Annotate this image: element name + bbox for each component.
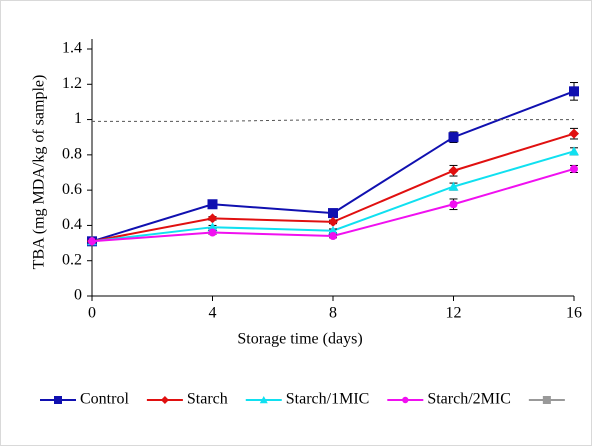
marker (207, 222, 218, 232)
x-tick-label: 16 (566, 305, 582, 322)
marker (207, 213, 218, 224)
marker (328, 225, 338, 235)
marker (328, 216, 338, 227)
legend-marker (160, 396, 169, 404)
x-tick-label: 0 (88, 305, 96, 322)
marker (569, 86, 579, 97)
legend-marker (54, 396, 62, 404)
marker (448, 181, 459, 191)
marker (328, 208, 338, 219)
marker (570, 164, 578, 173)
legend-marker (259, 396, 268, 404)
legend-marker (402, 396, 409, 404)
marker (329, 232, 337, 241)
y-axis-label: TBA (mg MDA/kg of sample) (31, 75, 48, 270)
x-tick-label: 12 (446, 305, 462, 322)
marker (207, 199, 218, 210)
x-tick-label: 4 (209, 305, 217, 322)
y-tick-label: 1.2 (62, 75, 82, 92)
marker (569, 146, 579, 156)
legend-label: Starch (187, 391, 228, 408)
marker (208, 228, 217, 237)
reference-line (92, 119, 574, 122)
marker (448, 165, 459, 176)
x-axis-label: Storage time (days) (237, 331, 362, 348)
legend-label: Control (80, 391, 129, 408)
y-tick-label: 0.6 (62, 181, 82, 198)
y-tick-label: 0.2 (62, 251, 82, 268)
y-tick-label: 0.8 (62, 146, 82, 163)
y-tick-label: 1.4 (62, 40, 82, 57)
marker (88, 237, 96, 246)
marker (449, 200, 458, 209)
legend-label: Starch/1MIC (286, 391, 370, 408)
marker (448, 132, 459, 143)
legend-label: Starch/2MIC (427, 391, 511, 408)
y-tick-label: 0 (74, 287, 82, 304)
marker (569, 128, 579, 139)
x-tick-label: 8 (329, 305, 337, 322)
legend-marker (542, 396, 551, 404)
y-tick-label: 0.4 (62, 216, 82, 233)
y-tick-label: 1 (74, 110, 82, 127)
